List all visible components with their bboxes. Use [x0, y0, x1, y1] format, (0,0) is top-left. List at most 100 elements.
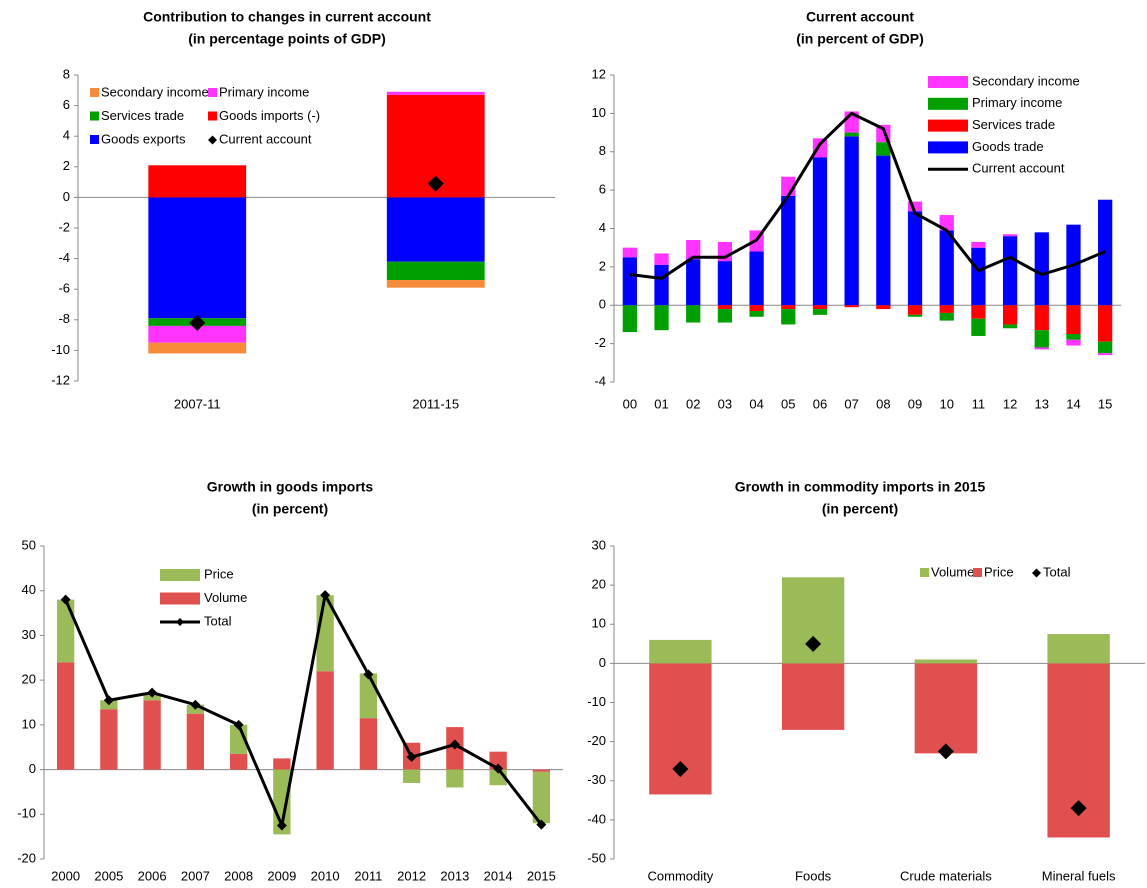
legend-label: Current account — [972, 161, 1065, 176]
bar — [812, 305, 828, 310]
bar — [781, 309, 796, 325]
chart-title: Current account — [806, 9, 914, 25]
bar — [654, 264, 669, 306]
bar — [686, 259, 701, 306]
bar — [717, 309, 733, 323]
bar — [914, 659, 978, 664]
bar — [686, 240, 701, 260]
bar — [844, 305, 859, 308]
x-tick-label: 10 — [939, 396, 953, 411]
bar — [649, 639, 712, 664]
marker — [406, 752, 417, 763]
bar — [654, 253, 669, 265]
y-tick-label: 50 — [22, 537, 36, 552]
y-tick-label: -50 — [587, 850, 606, 865]
y-tick-label: -2 — [594, 335, 606, 350]
y-tick-label: 4 — [63, 128, 70, 143]
legend-label: Primary income — [972, 95, 1062, 110]
x-tick-label: 09 — [908, 396, 922, 411]
marker — [937, 743, 954, 760]
x-tick-label: 2006 — [138, 868, 167, 883]
x-tick-label: 2011 — [354, 868, 382, 883]
bar — [939, 312, 954, 321]
bar — [359, 673, 378, 719]
bar — [386, 261, 485, 281]
bar — [812, 309, 828, 315]
chart-subtitle: (in percentage points of GDP) — [188, 31, 386, 47]
x-tick-label: 13 — [1035, 396, 1049, 411]
bar — [812, 157, 828, 306]
x-tick-label: 05 — [781, 396, 795, 411]
y-tick-label: 30 — [22, 627, 36, 642]
bar — [1034, 305, 1049, 331]
bar — [907, 201, 923, 212]
bar — [359, 718, 378, 770]
x-tick-label: 03 — [718, 396, 732, 411]
bar — [622, 247, 637, 258]
chart-subtitle: (in percent) — [252, 501, 328, 517]
bar — [654, 305, 669, 331]
y-tick-label: 10 — [592, 105, 606, 120]
legend-swatch — [928, 97, 968, 110]
y-tick-label: 20 — [592, 577, 606, 592]
bar — [876, 155, 891, 306]
bar — [1098, 341, 1113, 354]
x-tick-label: 2011-15 — [412, 396, 459, 411]
line — [629, 111, 1106, 280]
y-tick-label: 8 — [63, 66, 70, 81]
chart-subtitle: (in percent) — [822, 501, 898, 517]
bar — [971, 247, 986, 306]
legend-swatch — [928, 141, 968, 154]
y-tick-label: 6 — [599, 182, 606, 197]
legend-swatch — [160, 592, 200, 605]
bar — [532, 769, 551, 772]
y-tick-label: -2 — [58, 219, 70, 234]
bar — [844, 136, 859, 306]
bar — [1098, 353, 1113, 356]
chart-title: Contribution to changes in current accou… — [143, 9, 431, 25]
x-tick-label: 2007 — [181, 868, 210, 883]
marker — [276, 820, 287, 831]
x-tick-label: 2007-11 — [174, 396, 221, 411]
bar — [749, 311, 764, 317]
x-tick-label: Crude materials — [900, 868, 992, 883]
legend-label: Total — [204, 613, 232, 628]
y-tick-label: 2 — [63, 158, 70, 173]
y-tick-label: 10 — [22, 716, 36, 731]
bar — [386, 197, 485, 262]
bar — [686, 305, 701, 323]
x-tick-label: 2000 — [51, 868, 80, 883]
legend-swatch — [208, 88, 217, 97]
bar — [1047, 634, 1110, 664]
marker — [320, 590, 331, 601]
bar — [622, 305, 637, 333]
legend-swatch — [160, 569, 200, 581]
marker — [103, 695, 114, 706]
bar — [56, 662, 75, 770]
bar — [1002, 236, 1018, 306]
bar — [781, 663, 845, 730]
x-tick-label: 02 — [686, 396, 700, 411]
bar — [316, 671, 334, 770]
marker — [233, 719, 244, 730]
marker — [536, 819, 547, 830]
bar — [446, 769, 464, 788]
legend-label: Secondary income — [972, 73, 1080, 88]
chart-subtitle: (in percent of GDP) — [796, 31, 924, 47]
legend-swatch — [920, 568, 929, 577]
y-tick-label: -10 — [17, 806, 36, 821]
x-tick-label: 2005 — [94, 868, 123, 883]
y-tick-label: -12 — [51, 372, 70, 387]
bar — [749, 305, 764, 312]
bar — [876, 142, 891, 156]
bar — [907, 314, 923, 317]
marker — [427, 175, 444, 192]
bar — [844, 132, 859, 137]
y-tick-label: 2 — [599, 258, 606, 273]
bar — [717, 305, 733, 310]
y-tick-label: 0 — [29, 761, 36, 776]
legend-label: Volume — [931, 564, 974, 579]
legend-swatch — [90, 88, 99, 97]
y-tick-label: -20 — [587, 733, 606, 748]
legend-label: Secondary income — [101, 84, 209, 99]
